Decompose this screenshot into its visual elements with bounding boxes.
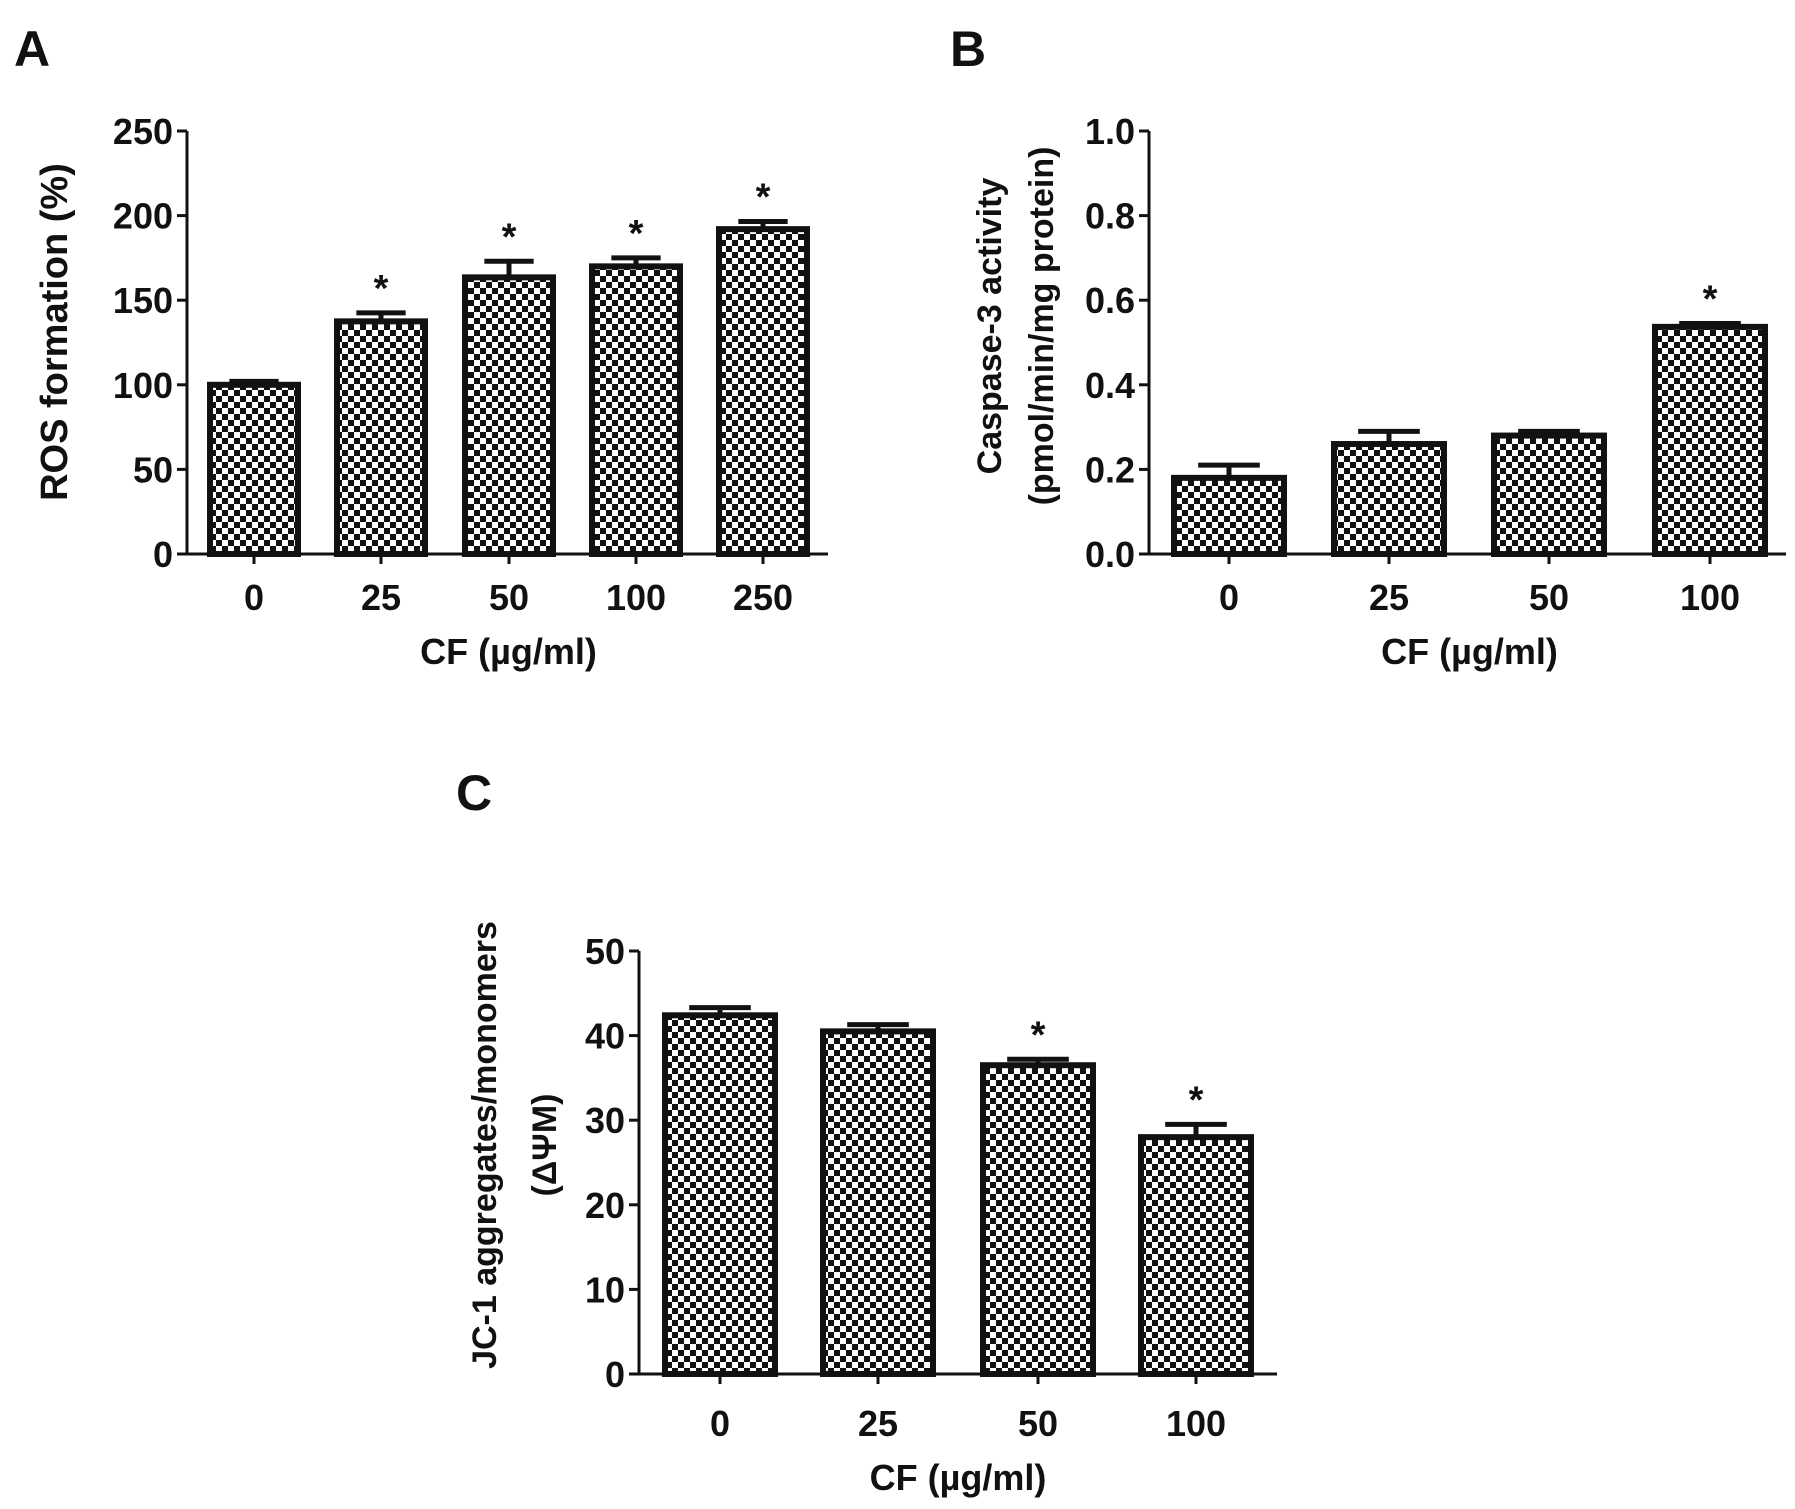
bar: [1491, 432, 1607, 557]
x-tick-label: 25: [1369, 577, 1409, 618]
panel-a-ros-chart: A 0 * 25 * 50 * 100 * 250 0 50 100 150 200 250 CF (µg/ml…: [14, 21, 828, 672]
significance-marker: *: [756, 177, 771, 219]
y-tick-label: 150: [113, 280, 173, 321]
bar: [589, 263, 683, 557]
panel-c-jc1-chart: C 0 25 * 50 * 100 0 10 20 30 40 50 CF (µg/ml) JC-1 agg…: [456, 765, 1277, 1498]
y-axis-label: (ΔΨM): [526, 1094, 564, 1197]
panel-b-caspase-chart: B 0 25 50 * 100 0.0 0.2 0.4 0.6 0.8 1.0 CF (µg/ml) Ca…: [950, 21, 1786, 672]
significance-marker: *: [1703, 278, 1718, 320]
x-tick-label: 0: [1219, 577, 1239, 618]
y-tick-label: 250: [113, 111, 173, 152]
y-axis-label: Caspase-3 activity: [971, 178, 1009, 475]
x-tick-label: 250: [733, 577, 793, 618]
y-tick-label: 1.0: [1085, 111, 1135, 152]
x-tick-label: 0: [244, 577, 264, 618]
x-tick-label: 50: [489, 577, 529, 618]
x-tick-label: 100: [1680, 577, 1740, 618]
x-axis-label: CF (µg/ml): [420, 631, 597, 672]
x-tick-label: 0: [710, 1403, 730, 1444]
significance-marker: *: [1189, 1079, 1204, 1121]
y-tick-label: 100: [113, 365, 173, 406]
bar: [716, 226, 810, 558]
x-tick-label: 50: [1018, 1403, 1058, 1444]
x-axis-label: CF (µg/ml): [870, 1457, 1047, 1498]
y-tick-label: 0.2: [1085, 449, 1135, 490]
bar: [820, 1028, 936, 1377]
y-tick-label: 0: [153, 534, 173, 575]
y-tick-label: 20: [585, 1185, 625, 1226]
x-tick-label: 50: [1529, 577, 1569, 618]
panel-letter: C: [456, 765, 492, 821]
bar: [1138, 1134, 1254, 1377]
x-tick-label: 100: [606, 577, 666, 618]
y-tick-label: 30: [585, 1100, 625, 1141]
x-tick-label: 25: [361, 577, 401, 618]
bar: [1331, 441, 1447, 557]
x-tick-label: 100: [1166, 1403, 1226, 1444]
y-tick-label: 10: [585, 1269, 625, 1310]
y-tick-label: 50: [585, 931, 625, 972]
y-tick-label: 0.4: [1085, 365, 1135, 406]
y-tick-label: 50: [133, 449, 173, 490]
y-axis-label: ROS formation (%): [34, 163, 76, 501]
y-tick-label: 40: [585, 1016, 625, 1057]
panel-letter: A: [14, 21, 50, 77]
y-axis-label: (pmol/min/mg protein): [1023, 147, 1061, 506]
significance-marker: *: [502, 216, 517, 258]
y-tick-label: 0.8: [1085, 196, 1135, 237]
bar: [334, 318, 428, 557]
bar: [980, 1062, 1096, 1377]
bar: [462, 274, 556, 557]
bar: [662, 1012, 778, 1378]
bar: [1171, 474, 1287, 557]
y-tick-label: 0: [605, 1354, 625, 1395]
y-tick-label: 0.0: [1085, 534, 1135, 575]
bar: [207, 381, 301, 557]
y-tick-label: 0.6: [1085, 280, 1135, 321]
significance-marker: *: [629, 213, 644, 255]
x-axis-label: CF (µg/ml): [1381, 631, 1558, 672]
y-axis-label: JC-1 aggregates/monomers: [466, 921, 504, 1369]
panel-letter: B: [950, 21, 986, 77]
bar: [1652, 323, 1768, 557]
significance-marker: *: [374, 268, 389, 310]
x-tick-label: 25: [858, 1403, 898, 1444]
y-tick-label: 200: [113, 196, 173, 237]
significance-marker: *: [1031, 1014, 1046, 1056]
